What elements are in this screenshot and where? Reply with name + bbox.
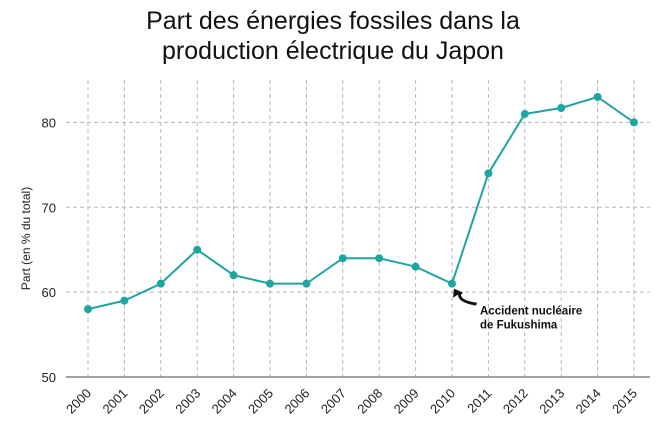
data-point <box>593 92 602 101</box>
annotation-label-line-1: Accident nucléaire <box>480 306 582 318</box>
grid <box>66 80 650 377</box>
x-tick-label: 2001 <box>99 386 130 417</box>
data-point <box>520 109 529 118</box>
y-tick-label: 50 <box>42 370 56 385</box>
x-tick-label: 2015 <box>609 386 640 417</box>
series <box>84 92 638 314</box>
y-axis-label: Part (en % du total) <box>19 187 33 290</box>
data-point <box>266 279 274 288</box>
data-point <box>484 169 493 178</box>
data-point <box>338 254 347 263</box>
y-tick-label: 70 <box>42 200 56 215</box>
annotation-arrow-icon <box>453 288 477 306</box>
annotation-label-line-2: de Fukushima <box>480 320 558 332</box>
chart-title: Part des énergies fossiles dans la produ… <box>0 6 666 66</box>
series-line <box>87 95 635 311</box>
x-tick-label: 2004 <box>209 386 240 417</box>
data-point <box>156 279 165 288</box>
data-point <box>229 271 238 280</box>
x-tick-label: 2005 <box>245 386 276 417</box>
y-tick-labels: 50 60 70 80 <box>42 115 56 385</box>
x-tick-label: 2010 <box>427 386 458 417</box>
x-tick-labels: 2000 2001 2002 2003 2004 2005 2006 2007 2008 2009… <box>63 386 640 417</box>
y-tick-label: 80 <box>42 115 56 130</box>
data-point <box>193 245 202 254</box>
x-tick-label: 2007 <box>318 386 349 417</box>
y-tick-label: 60 <box>42 285 56 300</box>
x-tick-label: 2006 <box>281 386 312 417</box>
x-tick-label: 2012 <box>500 386 531 417</box>
data-point <box>630 118 638 127</box>
data-point <box>375 254 384 263</box>
data-point <box>302 279 311 288</box>
data-point <box>84 305 92 314</box>
chart-title-line-1: Part des énergies fossiles dans la <box>146 7 520 35</box>
data-point <box>557 104 566 113</box>
x-tick-label: 2000 <box>63 386 94 417</box>
data-point <box>411 262 420 271</box>
chart-title-line-2: production électrique du Japon <box>162 37 504 65</box>
x-tick-label: 2009 <box>391 386 422 417</box>
x-tick-label: 2014 <box>573 386 604 417</box>
x-tick-label: 2013 <box>536 386 567 417</box>
x-tick-label: 2011 <box>464 386 494 416</box>
data-point <box>120 296 129 305</box>
annotation: Accident nucléaire de Fukushima <box>453 288 582 332</box>
x-tick-label: 2008 <box>354 386 385 417</box>
x-tick-label: 2003 <box>172 386 203 417</box>
x-tick-label: 2002 <box>136 386 167 417</box>
data-point <box>448 279 456 288</box>
